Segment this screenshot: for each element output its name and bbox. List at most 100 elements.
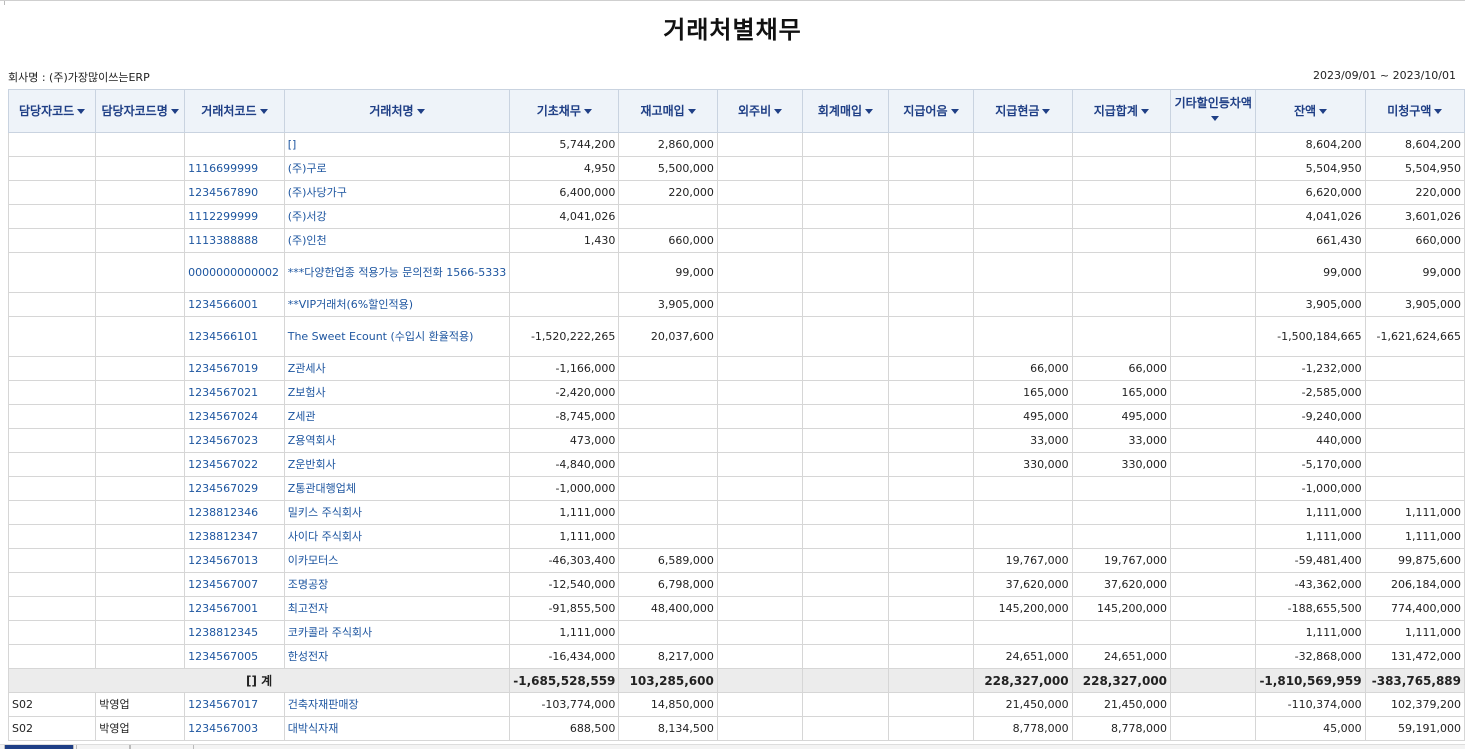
- table-row[interactable]: 1234567013 이카모터스 -46,303,400 6,589,000 19,76…: [7, 548, 1465, 573]
- column-header-accounting-purchase[interactable]: 회계매입: [802, 89, 889, 133]
- cell-vendor-name[interactable]: (주)구로: [283, 156, 511, 181]
- cell-vendor-name[interactable]: (주)인천: [283, 228, 511, 253]
- sort-dropdown-icon[interactable]: [416, 108, 425, 114]
- cell-vendor-code[interactable]: 1234567024: [184, 404, 285, 429]
- cell-vendor-name[interactable]: (주)사당가구: [283, 180, 511, 205]
- table-row[interactable]: 1234567019 Z관세사 -1,166,000 66,000 66,000 -1,2…: [7, 356, 1465, 381]
- sort-dropdown-icon[interactable]: [687, 108, 696, 114]
- cell-vendor-name[interactable]: 최고전자: [283, 596, 511, 621]
- cell-vendor-code[interactable]: 1234567017: [184, 692, 285, 717]
- cell-vendor-name[interactable]: 대박식자재: [283, 716, 511, 741]
- cell-vendor-name[interactable]: 조명공장: [283, 572, 511, 597]
- cell-vendor-name[interactable]: Z세관: [283, 404, 511, 429]
- column-header-other-discount-diff[interactable]: 기타할인등차액: [1170, 89, 1257, 133]
- column-header-outsourcing-cost[interactable]: 외주비: [716, 89, 804, 133]
- cell-vendor-name[interactable]: Z통관대행업체: [283, 476, 511, 501]
- cell-vendor-code[interactable]: 1238812347: [184, 524, 285, 549]
- column-header-manager-name[interactable]: 담당자코드명: [95, 89, 186, 133]
- cell-vendor-code[interactable]: 1234567023: [184, 428, 285, 453]
- sheet-tab[interactable]: [130, 745, 194, 749]
- cell-vendor-name[interactable]: 사이다 주식회사: [283, 524, 511, 549]
- cell-vendor-name[interactable]: 코카콜라 주식회사: [283, 620, 511, 645]
- sort-dropdown-icon[interactable]: [1434, 108, 1443, 114]
- cell-vendor-name[interactable]: **VIP거래처(6%할인적용): [283, 292, 511, 317]
- table-row[interactable]: 1238812347 사이다 주식회사 1,111,000 1,111,000 1,11…: [7, 524, 1465, 549]
- sort-dropdown-icon[interactable]: [950, 108, 959, 114]
- column-header-unbilled-amount[interactable]: 미청구액: [1364, 89, 1465, 133]
- cell-vendor-name[interactable]: Z운반회사: [283, 452, 511, 477]
- column-header-notes-paid[interactable]: 지급어음: [887, 89, 975, 133]
- table-row[interactable]: 1234567022 Z운반회사 -4,840,000 330,000 330,000 -…: [7, 452, 1465, 477]
- table-row[interactable]: S02 박영업 1234567017 건축자재판매장 -103,774,000 14,85…: [7, 692, 1465, 717]
- cell-vendor-code[interactable]: 1238812345: [184, 620, 285, 645]
- sort-dropdown-icon[interactable]: [1140, 108, 1149, 114]
- sheet-tab[interactable]: [76, 745, 130, 749]
- cell-vendor-code[interactable]: [184, 132, 285, 157]
- sort-dropdown-icon[interactable]: [259, 108, 268, 114]
- cell-vendor-name[interactable]: Z관세사: [283, 356, 511, 381]
- cell-vendor-code[interactable]: 1116699999: [184, 156, 285, 181]
- cell-vendor-code[interactable]: 1234567007: [184, 572, 285, 597]
- cell-vendor-name[interactable]: 밀키스 주식회사: [283, 500, 511, 525]
- table-row[interactable]: 1234567024 Z세관 -8,745,000 495,000 495,000 -9,…: [7, 404, 1465, 429]
- cell-vendor-code[interactable]: 1234567003: [184, 716, 285, 741]
- cell-vendor-code[interactable]: 1234566101: [184, 316, 285, 357]
- table-row[interactable]: 1234567021 Z보험사 -2,420,000 165,000 165,000 -2…: [7, 380, 1465, 405]
- cell-vendor-code[interactable]: 1112299999: [184, 204, 285, 229]
- table-row[interactable]: 1113388888 (주)인천 1,430 660,000 661,430 660,00…: [7, 228, 1465, 253]
- cell-vendor-code[interactable]: 1234567019: [184, 356, 285, 381]
- sort-dropdown-icon[interactable]: [774, 108, 783, 114]
- table-row[interactable]: S02 박영업 1234567003 대박식자재 688,500 8,134,500 8,7…: [7, 716, 1465, 741]
- sort-dropdown-icon[interactable]: [1210, 116, 1219, 121]
- cell-vendor-code[interactable]: 1234567013: [184, 548, 285, 573]
- column-header-cash-paid[interactable]: 지급현금: [973, 89, 1073, 133]
- table-row[interactable]: 1116699999 (주)구로 4,950 5,500,000 5,504,950 5,…: [7, 156, 1465, 181]
- table-row[interactable]: 1234567029 Z통관대행업체 -1,000,000 -1,000,000: [7, 476, 1465, 501]
- table-row[interactable]: 1234566001 **VIP거래처(6%할인적용) 3,905,000 3,905…: [7, 292, 1465, 317]
- column-header-opening-payable[interactable]: 기초채무: [509, 89, 620, 133]
- cell-vendor-code[interactable]: 1234567001: [184, 596, 285, 621]
- cell-vendor-name[interactable]: (주)서강: [283, 204, 511, 229]
- table-row[interactable]: 1234567890 (주)사당가구 6,400,000 220,000 6,620,0…: [7, 180, 1465, 205]
- cell-vendor-name[interactable]: Z보험사: [283, 380, 511, 405]
- cell-vendor-code[interactable]: 1234567022: [184, 452, 285, 477]
- cell-vendor-code[interactable]: 1234567021: [184, 380, 285, 405]
- sort-dropdown-icon[interactable]: [77, 108, 86, 114]
- column-header-manager-code[interactable]: 담당자코드: [7, 89, 97, 133]
- cell-vendor-name[interactable]: ***다양한업종 적용가능 문의전화 1566-5333: [283, 252, 511, 293]
- sort-dropdown-icon[interactable]: [1319, 108, 1328, 114]
- cell-vendor-code[interactable]: 0000000000002: [184, 252, 285, 293]
- table-row[interactable]: 1234567007 조명공장 -12,540,000 6,798,000 37,620…: [7, 572, 1465, 597]
- table-row[interactable]: 1238812346 밀키스 주식회사 1,111,000 1,111,000 1,11…: [7, 500, 1465, 525]
- table-row[interactable]: 1234566101 The Sweet Ecount (수입시 환율적용) -1,…: [7, 316, 1465, 357]
- sheet-tab-active[interactable]: [4, 745, 74, 749]
- column-header-balance[interactable]: 잔액: [1255, 89, 1366, 133]
- cell-vendor-code[interactable]: 1234567005: [184, 644, 285, 669]
- cell-vendor-name[interactable]: 건축자재판매장: [283, 692, 511, 717]
- cell-vendor-code[interactable]: 1234567890: [184, 180, 285, 205]
- cell-vendor-code[interactable]: 1234567029: [184, 476, 285, 501]
- cell-vendor-name[interactable]: The Sweet Ecount (수입시 환율적용): [283, 316, 511, 357]
- table-row[interactable]: 1234567005 한성전자 -16,434,000 8,217,000 24,651…: [7, 644, 1465, 669]
- sort-dropdown-icon[interactable]: [865, 108, 874, 114]
- column-header-inventory-purchase[interactable]: 재고매입: [618, 89, 718, 133]
- table-row[interactable]: 0000000000002 ***다양한업종 적용가능 문의전화 1566-533…: [7, 252, 1465, 293]
- cell-vendor-name[interactable]: 이카모터스: [283, 548, 511, 573]
- cell-vendor-name[interactable]: 한성전자: [283, 644, 511, 669]
- table-row[interactable]: 1234567001 최고전자 -91,855,500 48,400,000 145,2…: [7, 596, 1465, 621]
- table-row[interactable]: 1234567023 Z용역회사 473,000 33,000 33,000 440,00…: [7, 428, 1465, 453]
- column-header-total-paid[interactable]: 지급합계: [1071, 89, 1172, 133]
- table-row[interactable]: [] 5,744,200 2,860,000 8,604,200 8,604,200: [7, 132, 1465, 157]
- cell-vendor-code[interactable]: 1238812346: [184, 500, 285, 525]
- column-header-vendor-code[interactable]: 거래처코드: [184, 89, 285, 133]
- cell-vendor-name[interactable]: []: [283, 132, 511, 157]
- sort-dropdown-icon[interactable]: [170, 108, 179, 114]
- cell-vendor-code[interactable]: 1113388888: [184, 228, 285, 253]
- table-row[interactable]: 1112299999 (주)서강 4,041,026 4,041,026 3,601,0…: [7, 204, 1465, 229]
- column-header-vendor-name[interactable]: 거래처명: [283, 89, 511, 133]
- cell-vendor-name[interactable]: Z용역회사: [283, 428, 511, 453]
- cell-vendor-code[interactable]: 1234566001: [184, 292, 285, 317]
- sort-dropdown-icon[interactable]: [583, 108, 592, 114]
- table-row[interactable]: 1238812345 코카콜라 주식회사 1,111,000 1,111,000 1,1…: [7, 620, 1465, 645]
- sort-dropdown-icon[interactable]: [1042, 108, 1051, 114]
